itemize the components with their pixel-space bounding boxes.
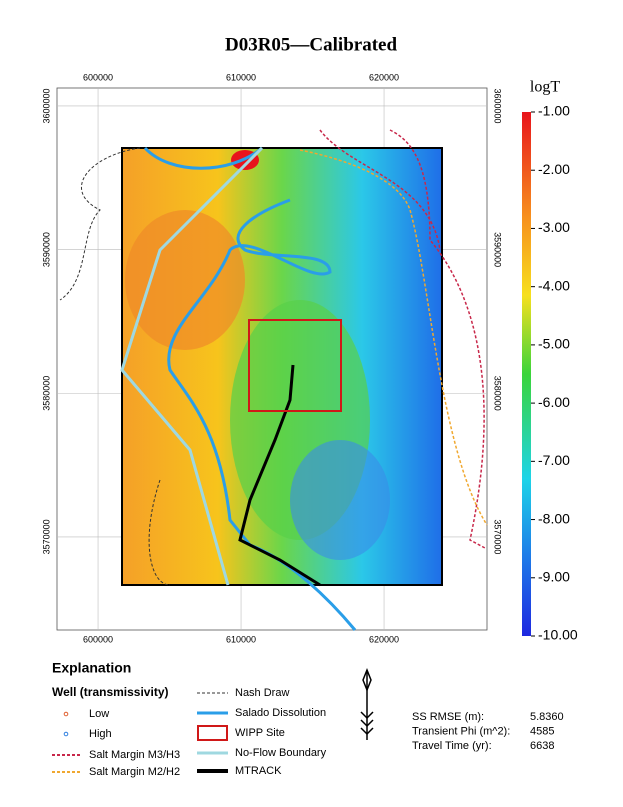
stat-label: SS RMSE (m): — [412, 711, 484, 723]
colorbar-tick-label: -5.00 — [538, 336, 570, 352]
field-patch — [290, 440, 390, 560]
colorbar-tick-label: -8.00 — [538, 510, 570, 526]
y-tick-label: 3590000 — [493, 232, 503, 267]
title: D03R05—Calibrated — [225, 34, 397, 55]
legend: Explanation Well (transmissivity) Low Hi… — [52, 660, 327, 778]
field-patch — [125, 210, 245, 350]
stat-label: Transient Phi (m^2): — [412, 725, 510, 737]
high-symbol — [63, 731, 69, 737]
legend-label: WIPP Site — [235, 727, 285, 739]
colorbar-tick-label: -10.00 — [538, 627, 578, 643]
colorbar-tick-label: -9.00 — [538, 568, 570, 584]
y-tick-label: 3570000 — [41, 519, 51, 554]
x-tick-label: 610000 — [226, 72, 256, 82]
low-symbol — [63, 711, 69, 717]
legend-label: Salt Margin M2/H2 — [89, 766, 180, 778]
y-tick-label: 3600000 — [493, 88, 503, 123]
y-tick-label: 3580000 — [493, 376, 503, 411]
legend-box — [197, 725, 228, 741]
mtrack — [238, 364, 321, 587]
legend-label: Salado Dissolution — [235, 707, 326, 719]
x-tick-label: 620000 — [369, 634, 399, 644]
colorbar-tick-label: -7.00 — [538, 452, 570, 468]
salt-margin-m3 — [319, 129, 486, 549]
salado-dissolution — [143, 146, 357, 631]
colorbar — [522, 112, 531, 636]
legend-label: Salt Margin M3/H3 — [89, 749, 180, 761]
colorbar-tick-label: -1.00 — [538, 103, 570, 119]
legend-label: MTRACK — [235, 765, 282, 777]
colorbar-tick-label: -4.00 — [538, 277, 570, 293]
stat-value: 4585 — [530, 725, 554, 737]
colorbar-tick-label: -6.00 — [538, 394, 570, 410]
x-tick-label: 610000 — [226, 634, 256, 644]
legend-heading: Well (transmissivity) — [52, 685, 168, 699]
y-tick-label: 3570000 — [493, 519, 503, 554]
y-tick-label: 3590000 — [41, 232, 51, 267]
y-tick-label: 3580000 — [41, 376, 51, 411]
salt-margin-m2 — [299, 149, 488, 526]
legend-title: Explanation — [52, 660, 131, 676]
y-tick-label: 3600000 — [41, 88, 51, 123]
nash-draw — [59, 147, 171, 586]
x-tick-label: 620000 — [369, 72, 399, 82]
no-flow-boundary — [120, 146, 264, 586]
legend-label: High — [89, 728, 112, 740]
north-arrow — [360, 667, 374, 740]
stat-value: 5.8360 — [530, 711, 564, 723]
colorbar-label: logT — [530, 79, 560, 96]
legend-label: No-Flow Boundary — [235, 747, 327, 759]
x-tick-label: 600000 — [83, 72, 113, 82]
legend-label: Nash Draw — [235, 687, 289, 699]
stat-label: Travel Time (yr): — [412, 740, 492, 752]
x-tick-label: 600000 — [83, 634, 113, 644]
colorbar-tick-label: -3.00 — [538, 219, 570, 235]
legend-label: Low — [89, 708, 109, 720]
colorbar-tick-label: -2.00 — [538, 161, 570, 177]
wipp-site — [248, 319, 342, 412]
stat-value: 6638 — [530, 740, 554, 752]
